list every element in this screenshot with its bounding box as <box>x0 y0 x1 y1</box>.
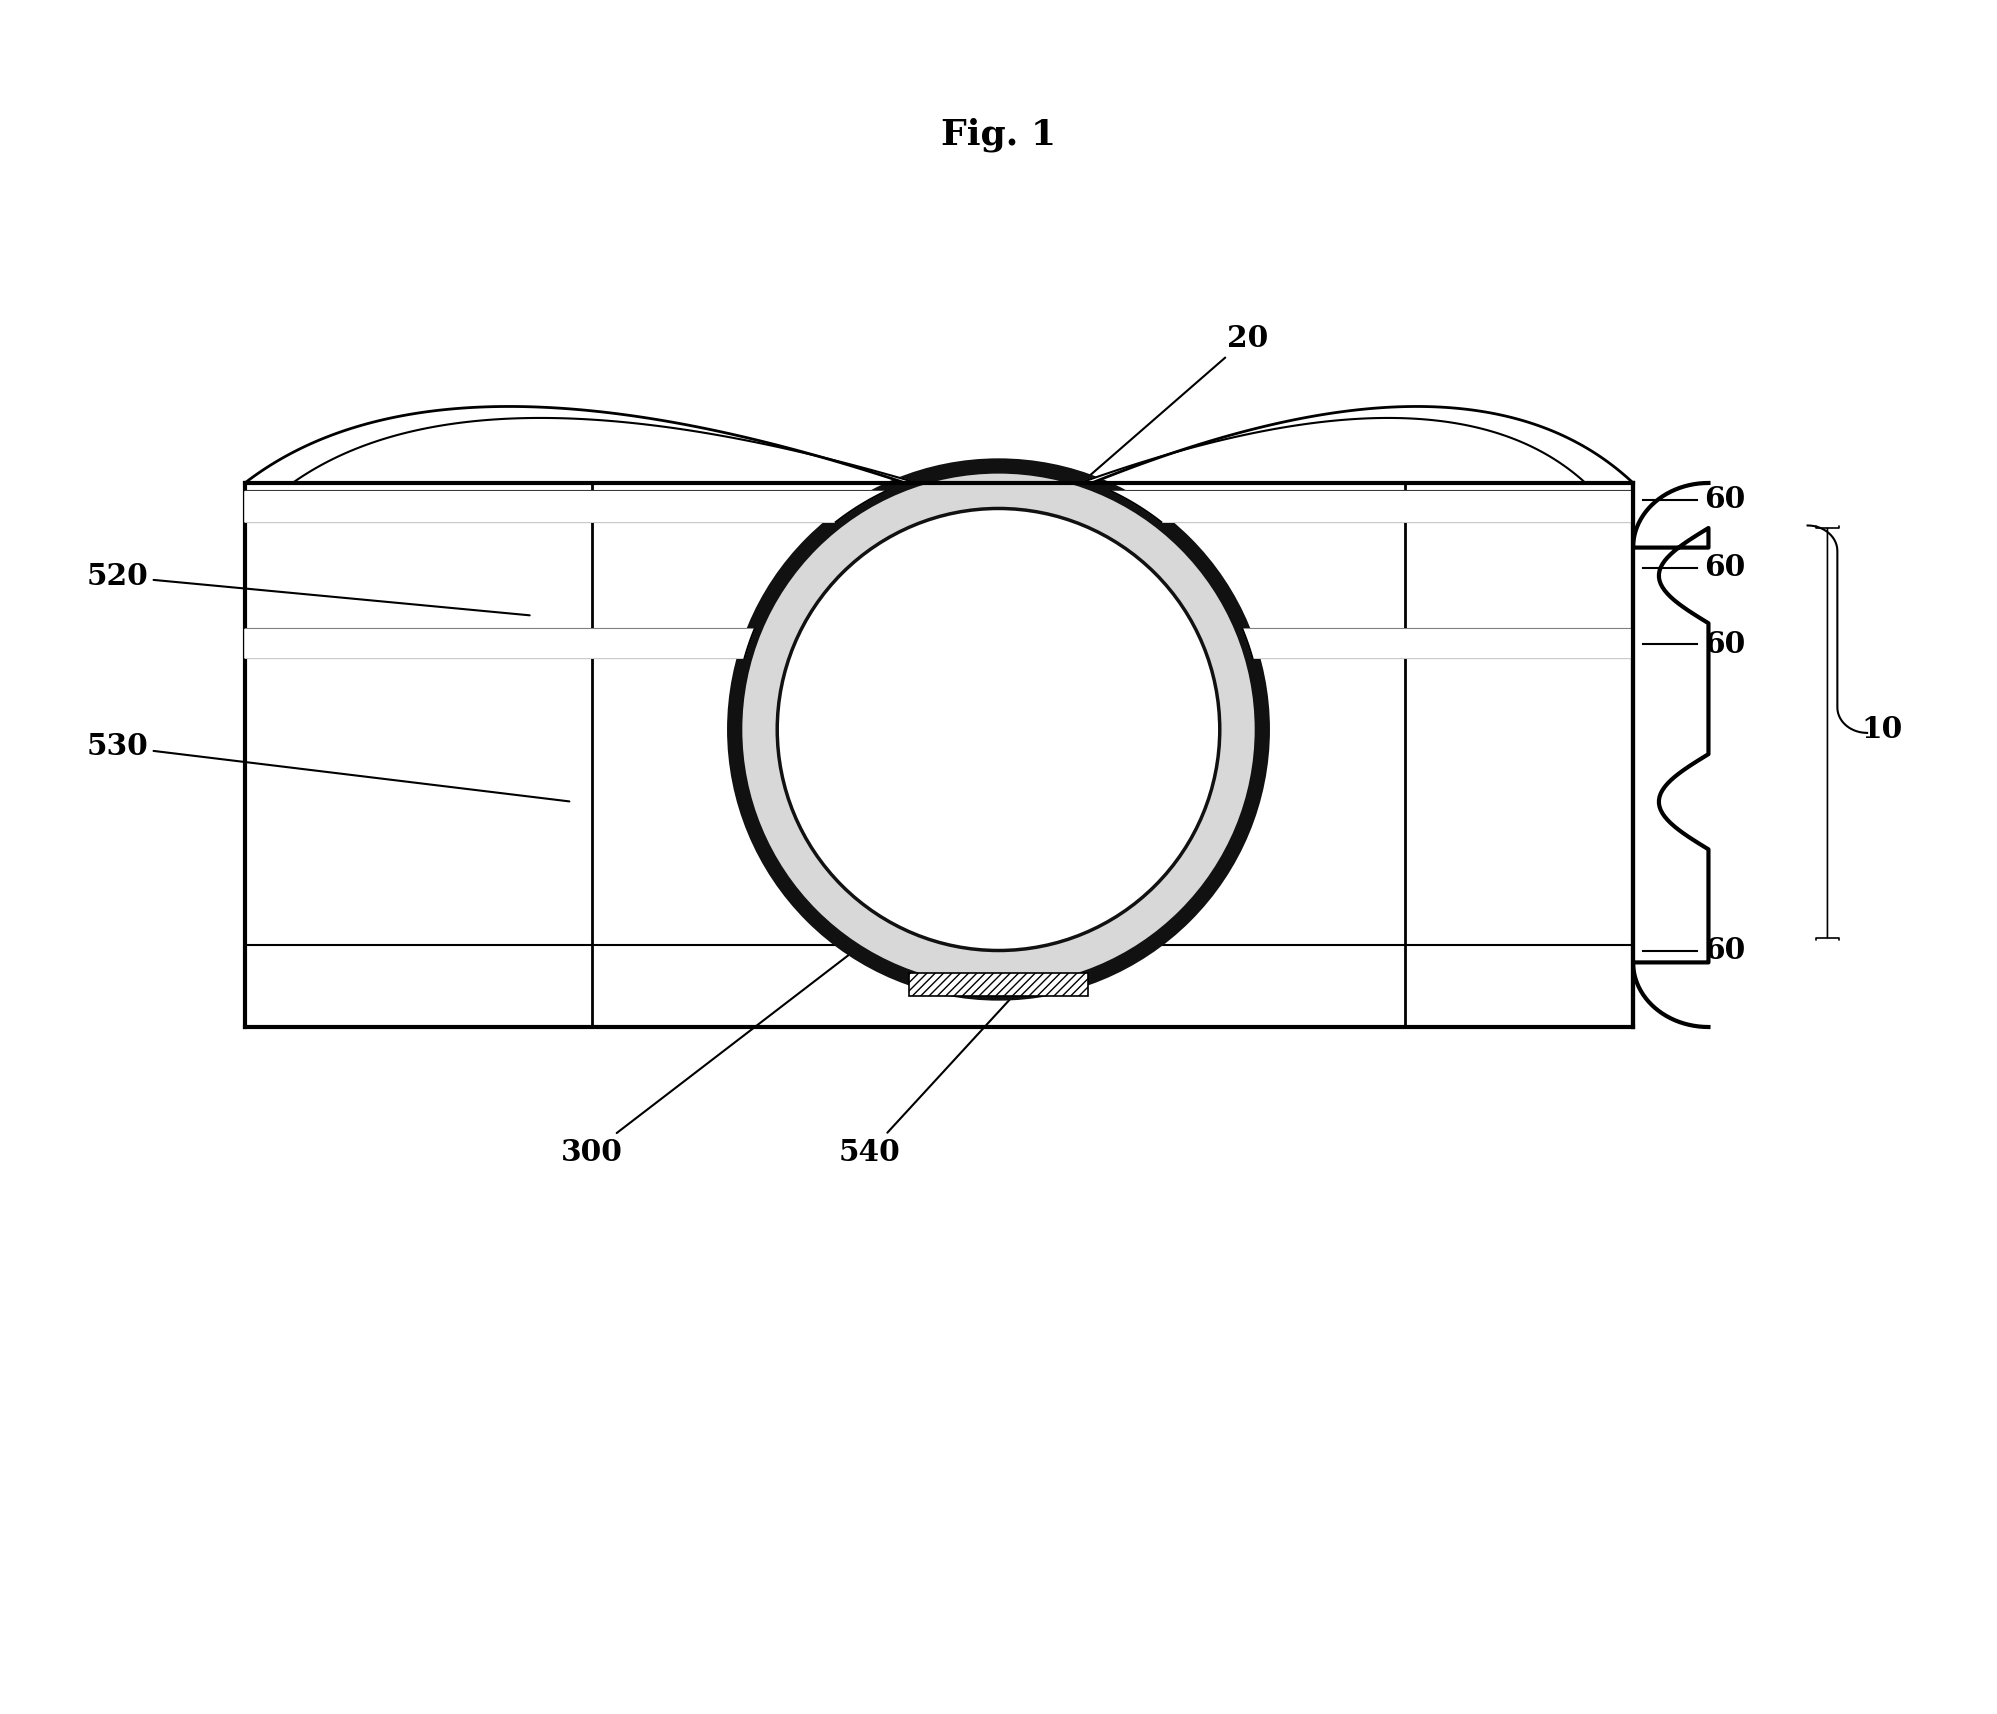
Text: 60: 60 <box>1705 631 1745 658</box>
Polygon shape <box>1112 492 1634 523</box>
Text: 10: 10 <box>1861 715 1903 744</box>
Text: 520: 520 <box>86 562 529 615</box>
Bar <box>246 492 1634 523</box>
Polygon shape <box>246 406 917 483</box>
Text: 530: 530 <box>86 732 569 802</box>
Polygon shape <box>246 492 885 523</box>
Ellipse shape <box>777 509 1220 951</box>
Text: 540: 540 <box>839 982 1026 1167</box>
Text: 60: 60 <box>1705 485 1745 514</box>
Text: 300: 300 <box>561 903 917 1167</box>
Polygon shape <box>246 629 755 658</box>
Text: 20: 20 <box>1066 324 1268 495</box>
Polygon shape <box>1242 629 1634 658</box>
Polygon shape <box>1634 483 1709 1027</box>
Bar <box>246 483 1634 1027</box>
Bar <box>246 629 1634 658</box>
Bar <box>909 972 1088 996</box>
Text: Fig. 1: Fig. 1 <box>941 117 1056 153</box>
Polygon shape <box>1080 406 1634 483</box>
Text: 60: 60 <box>1705 554 1745 583</box>
Ellipse shape <box>735 466 1262 992</box>
Text: 60: 60 <box>1705 936 1745 965</box>
